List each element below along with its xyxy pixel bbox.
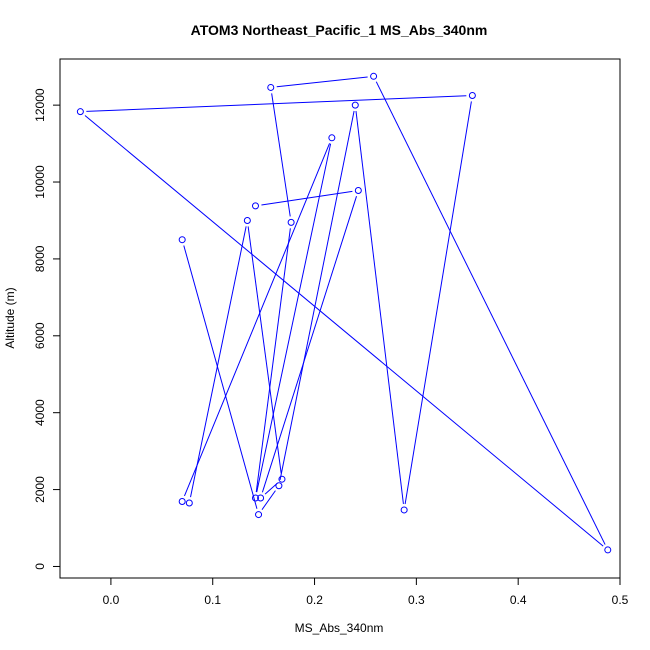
- plot-area: [59, 58, 621, 579]
- data-point: [370, 72, 378, 80]
- data-point: [278, 475, 286, 483]
- series-segment: [404, 101, 472, 505]
- data-point: [243, 216, 251, 224]
- series-segment: [261, 196, 357, 493]
- data-point: [351, 101, 359, 109]
- chart-title: ATOM3 Northeast_Pacific_1 MS_Abs_340nm: [191, 22, 488, 38]
- x-tick-label: 0.0: [103, 593, 120, 607]
- x-tick-label: 0.4: [510, 593, 527, 607]
- y-tick-label: 8000: [33, 245, 47, 272]
- x-axis: 0.0 0.1 0.2 0.3 0.4 0.5: [103, 578, 629, 607]
- data-point: [604, 546, 612, 554]
- series-segment: [255, 228, 291, 493]
- data-point: [255, 511, 263, 519]
- series-segment: [184, 143, 331, 497]
- data-point: [287, 218, 295, 226]
- data-point: [178, 497, 186, 505]
- y-axis-label: Altitude (m): [3, 287, 17, 348]
- series-segment: [271, 93, 291, 217]
- y-axis: 0 2000 4000 6000 8000 10000 12000: [33, 88, 60, 570]
- x-tick-label: 0.5: [612, 593, 629, 607]
- x-tick-label: 0.1: [204, 593, 221, 607]
- data-point: [400, 506, 408, 514]
- data-point: [251, 494, 259, 502]
- series-segment: [261, 190, 353, 206]
- series-segment: [190, 226, 247, 498]
- series-segment: [86, 95, 467, 112]
- data-point: [251, 202, 259, 210]
- series-segment: [355, 111, 404, 505]
- x-tick-label: 0.2: [306, 593, 323, 607]
- series-segment: [375, 81, 606, 545]
- y-tick-label: 2000: [33, 476, 47, 503]
- series-segment: [84, 115, 604, 547]
- y-tick-label: 0: [33, 563, 47, 570]
- series-segment: [247, 226, 282, 474]
- data-point: [267, 83, 275, 91]
- series-segment: [264, 482, 278, 495]
- y-tick-label: 4000: [33, 399, 47, 426]
- data-point: [328, 134, 336, 142]
- series-points: [76, 72, 612, 554]
- series-segment: [256, 143, 332, 493]
- data-point: [354, 186, 362, 194]
- data-point: [257, 494, 265, 502]
- data-point: [275, 482, 283, 490]
- y-tick-label: 10000: [33, 165, 47, 199]
- y-tick-label: 6000: [33, 322, 47, 349]
- x-axis-label: MS_Abs_340nm: [295, 621, 384, 635]
- data-point: [178, 236, 186, 244]
- data-point: [468, 92, 476, 100]
- series-lines: [84, 76, 606, 547]
- x-tick-label: 0.3: [408, 593, 425, 607]
- series-segment: [183, 245, 258, 509]
- series-segment: [276, 76, 368, 88]
- series-segment: [279, 110, 355, 480]
- data-point: [76, 108, 84, 116]
- data-point: [185, 499, 193, 507]
- series-segment: [261, 490, 276, 510]
- y-tick-label: 12000: [33, 88, 47, 122]
